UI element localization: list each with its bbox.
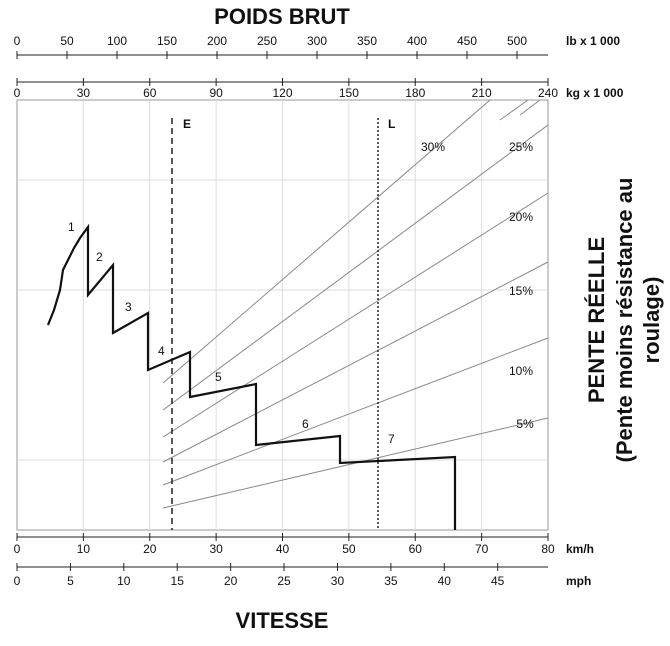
tick-label: 10 [77,542,91,556]
side-subtitle: roulage) [639,277,664,364]
tick-label: 250 [257,34,277,48]
gear-label: 1 [68,220,75,234]
tick-label: 80 [541,542,555,556]
tick-label: 25 [277,574,291,588]
gear-label: 3 [125,300,132,314]
tick-label: 40 [438,574,452,588]
tick-label: 15 [171,574,185,588]
side-subtitle: (Pente moins résistance au [612,178,637,463]
tick-label: 240 [538,86,558,100]
axis-unit: mph [566,574,591,588]
side-title: PENTE RÉELLE [584,237,609,403]
grade-label: 10% [509,364,533,378]
tick-label: 60 [409,542,423,556]
gear-label: 7 [388,432,395,446]
axis-unit: km/h [566,542,594,556]
grade-line [499,99,529,121]
tick-label: 20 [224,574,238,588]
tick-label: 200 [207,34,227,48]
tick-label: 210 [472,86,492,100]
tick-label: 50 [60,34,74,48]
top-title: POIDS BRUT [214,4,350,29]
tick-label: 70 [475,542,489,556]
rimpull-curve [46,223,457,530]
tick-label: 450 [457,34,477,48]
axis-unit: lb x 1 000 [566,34,620,48]
tick-label: 120 [272,86,292,100]
grade-label: 15% [509,284,533,298]
marker-label: E [183,117,191,131]
tick-label: 0 [14,574,21,588]
grade-line [162,99,491,384]
tick-label: 30 [209,542,223,556]
gear-label: 2 [96,250,103,264]
tick-label: 350 [357,34,377,48]
tick-label: 45 [491,574,505,588]
bottom-title: VITESSE [236,608,329,633]
tick-label: 10 [117,574,131,588]
grade-line [162,337,549,486]
grade-line [162,261,549,463]
tick-label: 150 [339,86,359,100]
grid [17,100,548,530]
marker-label: L [388,117,395,131]
grade-label: 25% [509,140,533,154]
tick-label: 5 [67,574,74,588]
side-labels: PENTE RÉELLE (Pente moins résistance au … [584,178,664,463]
tick-label: 20 [143,542,157,556]
tick-label: 30 [331,574,345,588]
tick-label: 180 [405,86,425,100]
grade-lines [162,99,549,509]
grade-line [519,99,541,116]
tick-label: 300 [307,34,327,48]
tick-label: 60 [143,86,157,100]
grade-line [162,124,549,411]
tick-label: 400 [407,34,427,48]
tick-label: 500 [507,34,527,48]
tick-label: 50 [342,542,356,556]
gear-label: 6 [302,417,309,431]
tick-label: 100 [107,34,127,48]
grade-line [162,192,549,438]
tick-label: 0 [14,542,21,556]
grade-label: 30% [421,140,445,154]
tick-label: 150 [157,34,177,48]
gear-label: 4 [158,344,165,358]
tick-label: 30 [77,86,91,100]
grade-label: 5% [516,417,534,431]
tick-label: 0 [14,86,21,100]
tick-label: 90 [209,86,223,100]
tick-label: 35 [384,574,398,588]
gear-label: 5 [215,370,222,384]
grade-label: 20% [509,210,533,224]
tick-label: 0 [14,34,21,48]
axis-unit: kg x 1 000 [566,86,624,100]
tick-label: 40 [276,542,290,556]
